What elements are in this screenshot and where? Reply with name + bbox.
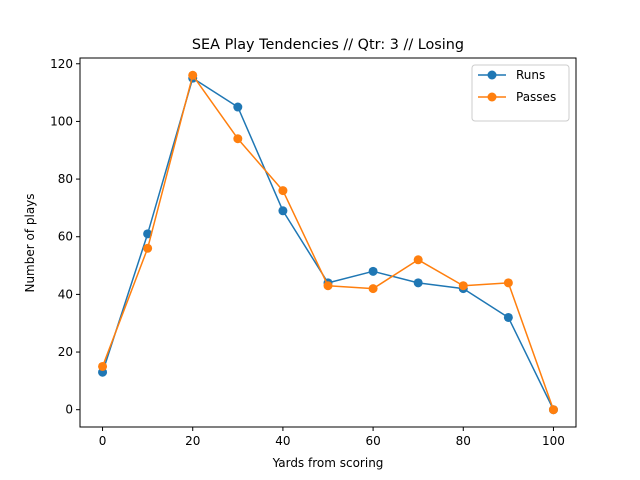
runs-point <box>503 312 513 322</box>
x-tick-label: 80 <box>456 434 471 448</box>
passes-point <box>368 284 378 294</box>
runs-point <box>143 229 153 239</box>
y-tick-label: 60 <box>58 230 73 244</box>
runs-point <box>413 278 423 288</box>
x-tick-label: 100 <box>542 434 565 448</box>
runs-line <box>101 77 555 411</box>
legend: Runs Passes <box>471 64 570 122</box>
passes-point <box>323 281 333 291</box>
y-axis-label: Number of plays <box>23 193 37 292</box>
x-tick-label: 40 <box>275 434 290 448</box>
passes-point <box>278 186 288 196</box>
y-tick-label: 20 <box>58 345 73 359</box>
y-tick-label: 80 <box>58 172 73 186</box>
runs-point <box>368 266 378 276</box>
passes-point <box>233 134 243 144</box>
legend-passes-label: Passes <box>516 90 556 104</box>
y-tick-label: 0 <box>65 403 73 417</box>
plot-area <box>98 70 558 415</box>
passes-point <box>188 70 198 80</box>
legend-passes-marker <box>487 92 497 102</box>
x-tick-label: 0 <box>99 434 107 448</box>
x-axis-label: Yards from scoring <box>272 456 384 470</box>
chart-title: SEA Play Tendencies // Qtr: 3 // Losing <box>192 37 464 53</box>
passes-point <box>503 278 513 288</box>
y-tick-label: 100 <box>50 114 73 128</box>
y-tick-label: 120 <box>50 57 73 71</box>
runs-point <box>233 102 243 112</box>
legend-runs-marker <box>487 70 497 80</box>
passes-point <box>458 281 468 291</box>
legend-box <box>471 64 570 122</box>
y-tick-label: 40 <box>58 287 73 301</box>
passes-point <box>413 255 423 265</box>
passes-point <box>98 361 108 371</box>
passes-point <box>548 405 558 415</box>
legend-runs-label: Runs <box>516 68 545 82</box>
x-axis: 0 20 40 60 80 100 <box>99 427 565 448</box>
passes-point <box>143 243 153 253</box>
y-axis: 0 20 40 60 80 100 120 <box>50 57 80 417</box>
passes-line <box>101 74 555 410</box>
x-tick-label: 60 <box>365 434 380 448</box>
x-tick-label: 20 <box>185 434 200 448</box>
runs-point <box>278 206 288 216</box>
axes-frame <box>79 57 577 428</box>
